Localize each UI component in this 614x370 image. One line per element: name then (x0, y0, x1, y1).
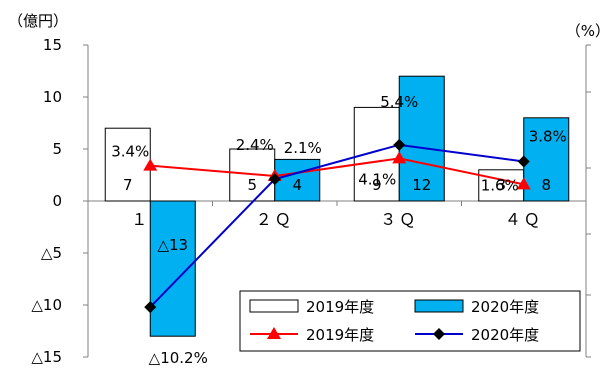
right-axis-unit: （%） (566, 22, 610, 40)
bar-value-label: △13 (157, 236, 188, 254)
line-2020 (149, 143, 524, 308)
line-marker-diamond (393, 138, 406, 151)
bar-2019 (104, 127, 151, 202)
bar-value-label: 9 (372, 176, 382, 194)
line-marker-triangle (516, 177, 531, 190)
bar-2020 (274, 158, 321, 202)
line-value-label: 1.6% (481, 176, 519, 194)
bar-value-label: 3 (496, 176, 506, 194)
line-marker-triangle (143, 158, 158, 171)
line-value-label: 4.1% (358, 170, 396, 188)
bar-value-label: 4 (292, 176, 302, 194)
left-axis-tick-label: △10 (31, 296, 62, 314)
legend-swatch-bar (414, 299, 464, 313)
left-axis-tick-label: △5 (41, 244, 62, 262)
bar-value-label: 12 (412, 176, 431, 194)
line-marker-diamond (268, 173, 281, 186)
line-value-label: 2.1% (284, 139, 322, 157)
line-value-label: 3.8% (529, 127, 567, 145)
legend-marker-diamond (433, 328, 445, 340)
legend-marker-triangle (267, 327, 281, 339)
x-axis-category-label: ３Ｑ (380, 210, 418, 229)
legend: 2019年度 2020年度 2019年度 2020年度 (239, 290, 581, 352)
line-value-label: △10.2% (149, 349, 208, 367)
left-axis-tick-label: 10 (43, 88, 62, 106)
legend-label: 2020年度 (471, 298, 539, 316)
bar-value-label: 8 (541, 176, 551, 194)
x-axis-category-label: ４Ｑ (505, 210, 543, 229)
legend-box (239, 290, 581, 352)
legend-label: 2019年度 (306, 326, 374, 344)
line-value-label: 3.4% (111, 143, 149, 161)
line-marker-triangle (392, 151, 407, 164)
line-2019 (150, 157, 524, 186)
legend-swatch-bar (249, 299, 299, 313)
data-labels: 7 5 9 3 △13 4 12 8 3.4% 2.4% 4.1% 1.6% △10.2% 2.1% 5.4… (111, 93, 567, 367)
bar-value-label: 7 (123, 176, 133, 194)
left-axis-tick-label: △15 (31, 348, 62, 366)
legend-label: 2019年度 (306, 298, 374, 316)
line-marker-diamond (144, 301, 157, 314)
lines (143, 138, 531, 314)
legend-label: 2020年度 (471, 326, 539, 344)
left-axis-tick-label: 15 (43, 36, 62, 54)
left-axis-unit: （億円） (8, 12, 68, 30)
bars (104, 75, 570, 337)
line-value-label: 5.4% (380, 93, 418, 111)
left-axis-tick-label: 5 (52, 140, 62, 158)
bar-2020 (398, 75, 445, 202)
x-axis-category-label: ２Ｑ (256, 210, 294, 229)
line-marker-diamond (517, 155, 530, 168)
bar-2019 (478, 169, 525, 202)
left-axis-tick-label: 0 (52, 192, 62, 210)
bar-value-label: 5 (247, 176, 257, 194)
line-value-label: 2.4% (236, 136, 274, 154)
